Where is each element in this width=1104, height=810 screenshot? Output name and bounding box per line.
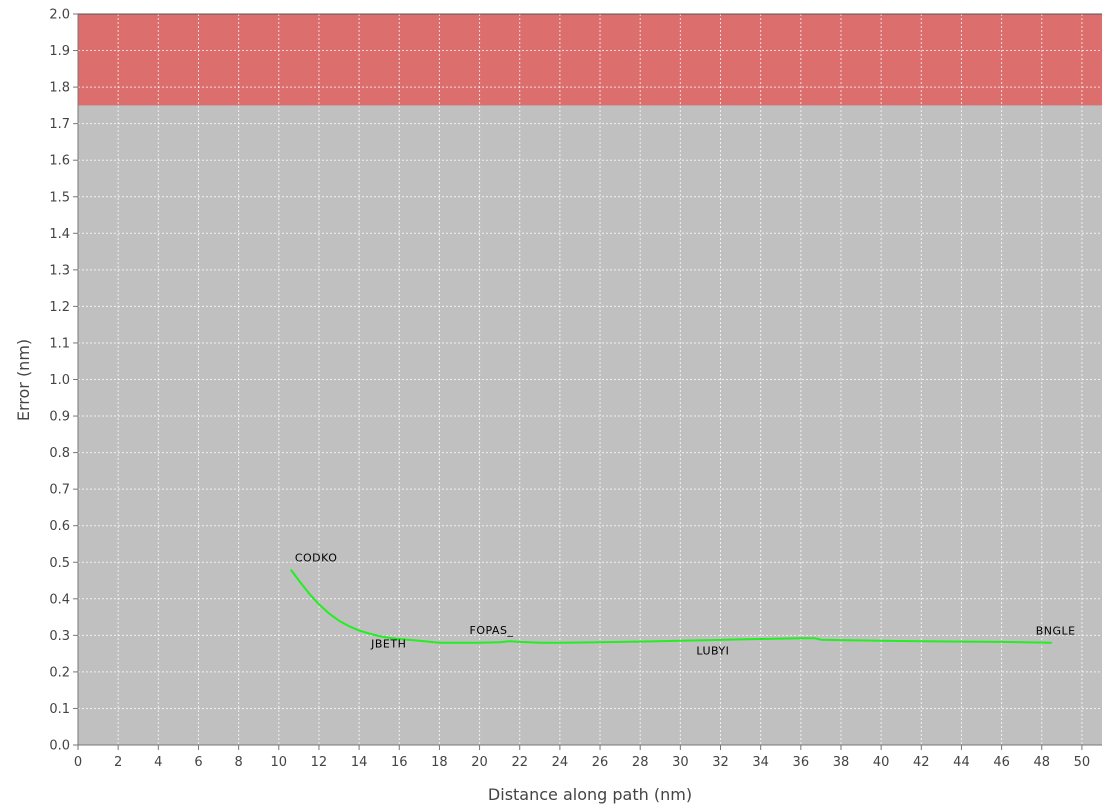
y-tick-label: 0.0 [49,739,70,754]
x-tick-label: 4 [154,755,162,770]
y-tick-label: 0.7 [49,483,70,498]
x-tick-label: 36 [793,755,810,770]
y-tick-label: 0.6 [49,519,70,534]
x-tick-label: 2 [114,755,122,770]
x-tick-label: 28 [632,755,649,770]
x-tick-label: 32 [712,755,729,770]
x-tick-label: 20 [471,755,488,770]
y-tick-label: 0.3 [49,629,70,644]
x-tick-label: 40 [873,755,890,770]
error-series-line [289,569,1052,644]
y-tick-label: 1.5 [49,190,70,205]
x-tick-label: 22 [511,755,528,770]
y-tick-label: 0.1 [49,702,70,717]
y-tick-label: 0.8 [49,446,70,461]
x-tick-label: 44 [953,755,970,770]
x-tick-label: 6 [194,755,202,770]
x-tick-label: 46 [993,755,1010,770]
x-tick-label: 26 [592,755,609,770]
waypoint-label: LUBYI [696,644,729,657]
y-tick-label: 1.8 [49,81,70,96]
y-tick-label: 1.0 [49,373,70,388]
y-tick-label: 2.0 [49,8,70,23]
y-tick-label: 1.6 [49,154,70,169]
x-tick-label: 50 [1074,755,1091,770]
y-tick-label: 1.9 [49,44,70,59]
y-tick-label: 0.9 [49,410,70,425]
x-tick-label: 8 [234,755,242,770]
y-tick-label: 0.5 [49,556,70,571]
x-tick-label: 0 [74,755,82,770]
y-tick-label: 1.1 [49,336,70,351]
x-tick-label: 24 [552,755,569,770]
y-tick-label: 1.2 [49,300,70,315]
x-tick-label: 16 [391,755,408,770]
y-tick-label: 0.2 [49,665,70,680]
y-tick-label: 1.3 [49,263,70,278]
x-tick-label: 42 [913,755,930,770]
x-tick-label: 12 [311,755,328,770]
x-tick-label: 38 [833,755,850,770]
x-tick-label: 10 [271,755,288,770]
x-axis-title: Distance along path (nm) [488,785,692,804]
x-tick-label: 48 [1033,755,1050,770]
axes: 0 2 4 6 8 10 12 14 16 18 20 22 24 26 28 30 32 34 36 38 40 42 4… [49,8,1102,770]
waypoint-label: JBETH [370,638,406,651]
waypoint-label: BNGLE [1036,625,1076,638]
series-layer [289,569,1052,644]
y-axis-title: Error (nm) [14,339,33,421]
y-tick-label: 1.7 [49,117,70,132]
y-tick-label: 0.4 [49,592,70,607]
annotations-layer: CODKO JBETH FOPAS_ LUBYI BNGLE [295,552,1076,658]
x-tick-label: 14 [351,755,368,770]
x-tick-label: 18 [431,755,448,770]
waypoint-label: FOPAS_ [470,624,514,637]
grid-lines [78,14,1102,745]
x-tick-label: 30 [672,755,689,770]
waypoint-label: CODKO [295,552,338,565]
x-tick-label: 34 [752,755,769,770]
threshold-band [78,14,1102,106]
y-tick-label: 1.4 [49,227,70,242]
